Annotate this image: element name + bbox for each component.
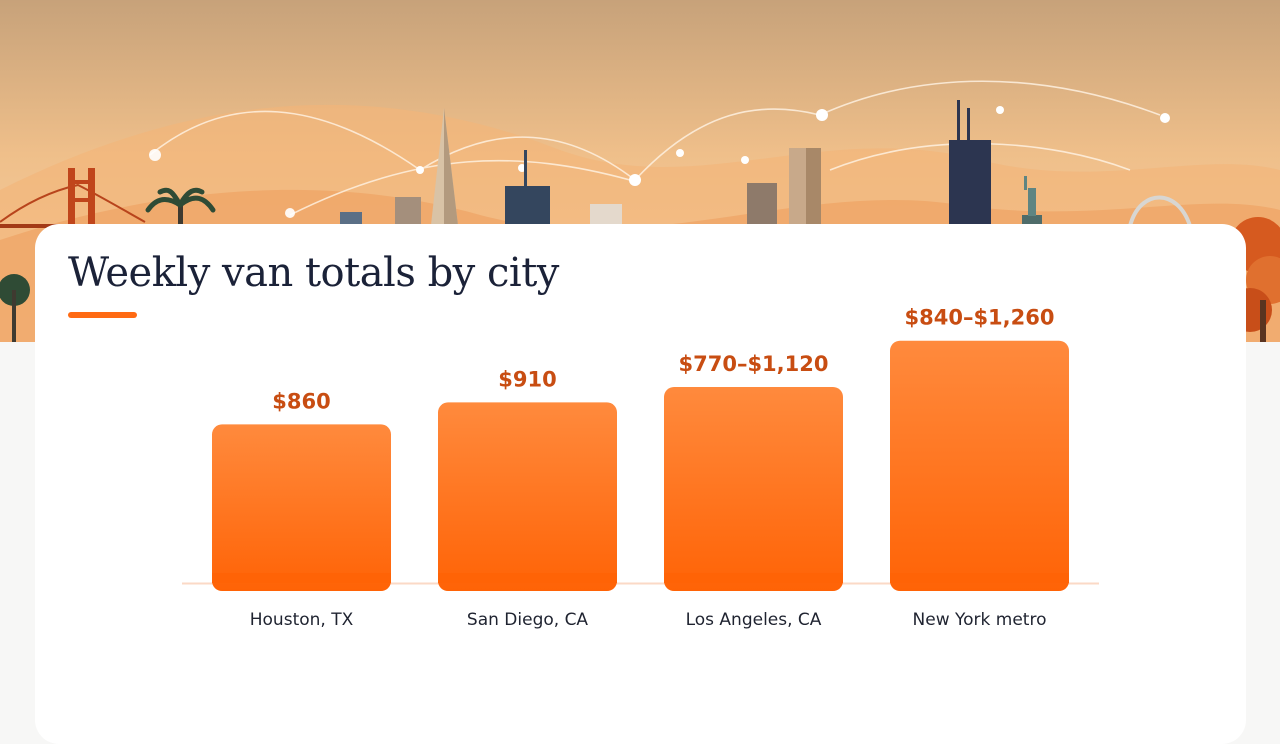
bar-chart: $860 Houston, TX $910 San Diego, CA $770–$1,… — [182, 306, 1099, 630]
gateway-arch-icon — [1128, 195, 1192, 227]
bar-new-york-metro — [890, 340, 1069, 591]
bar-value-label: $770–$1,120 — [679, 352, 829, 376]
skyscraper-icon — [340, 148, 821, 226]
bar-value-label: $840–$1,260 — [905, 306, 1055, 330]
x-tick-label: Los Angeles, CA — [686, 610, 822, 630]
willis-tower-icon — [949, 100, 991, 226]
x-tick-label: San Diego, CA — [467, 610, 589, 630]
x-tick-label: New York metro — [913, 610, 1047, 630]
transamerica-pyramid-icon — [431, 108, 458, 225]
statue-of-liberty-icon — [1022, 176, 1042, 226]
page-title: Weekly van totals by city — [68, 250, 559, 296]
palm-tree-icon — [145, 187, 216, 233]
bar-base — [664, 573, 843, 583]
x-tick-label: Houston, TX — [250, 610, 354, 630]
bar-value-label: $860 — [272, 389, 330, 413]
bar-base — [212, 573, 391, 583]
bar-houston-tx — [212, 424, 391, 591]
title-underline — [68, 312, 137, 318]
bar-value-label: $910 — [498, 367, 556, 391]
bar-los-angeles-ca — [664, 386, 843, 591]
bar-san-diego-ca — [438, 402, 617, 591]
bar-base — [438, 573, 617, 583]
bar-base — [890, 573, 1069, 583]
